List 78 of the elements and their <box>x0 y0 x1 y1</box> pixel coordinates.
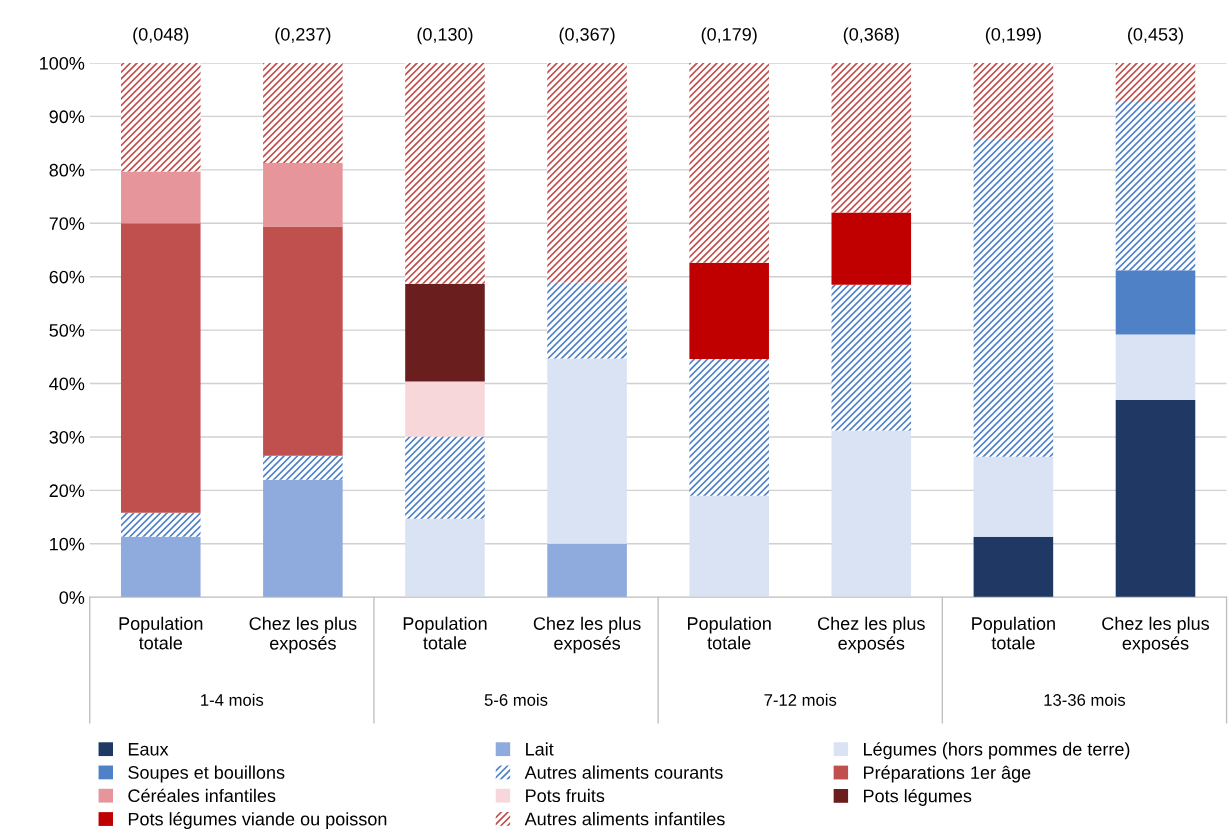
text: (0,048) <box>133 27 189 45</box>
y-tick-label: 40% <box>49 377 85 391</box>
x-tick-label: Chez les plus exposés <box>818 616 925 654</box>
bar <box>1115 400 1196 598</box>
bar <box>405 518 485 598</box>
text: 7-12 mois <box>764 693 837 706</box>
bar <box>547 543 627 598</box>
bar <box>689 358 769 496</box>
legend-label: Céréales infantiles <box>128 788 276 803</box>
text: (0,367) <box>559 27 615 45</box>
text: (0,199) <box>985 27 1041 45</box>
legend-label: Eaux <box>128 743 169 756</box>
text: (0,179) <box>701 27 757 45</box>
bar <box>831 284 912 431</box>
bar <box>263 162 343 227</box>
text: 1-4 mois <box>201 693 264 706</box>
legend-label: Légumes (hors pommes de terre) <box>864 742 1130 760</box>
bar <box>1115 334 1196 401</box>
text: (0,368) <box>843 27 899 45</box>
bar <box>547 282 627 359</box>
x-tick-label: Chez les plus exposés <box>533 616 641 654</box>
bar <box>973 536 1054 598</box>
x-tick-label: Chez les plus exposés <box>249 616 357 654</box>
legend-label: Pots légumes viande ou poisson <box>128 812 387 830</box>
text: 13-36 mois <box>1044 693 1126 706</box>
text: (0,237) <box>275 27 331 45</box>
bar <box>1115 100 1196 271</box>
y-tick-label: 10% <box>50 537 85 551</box>
bar <box>263 455 343 480</box>
bar <box>405 381 485 437</box>
x-tick-label: Chez les plus exposés <box>1102 616 1210 654</box>
bar <box>547 358 627 544</box>
bar <box>263 479 343 598</box>
bar <box>831 430 912 598</box>
y-tick-label: 20% <box>49 484 85 498</box>
bar <box>120 536 201 598</box>
bar <box>689 495 769 598</box>
bar <box>831 63 912 213</box>
bar <box>689 262 769 359</box>
bar <box>405 436 485 519</box>
legend-label: Pots fruits <box>526 788 605 803</box>
bar <box>263 63 343 163</box>
text: (0,453) <box>1128 27 1183 45</box>
bar <box>120 171 201 224</box>
legend-label: Autres aliments infantiles <box>524 812 725 826</box>
x-tick-label: Population totale <box>119 616 203 650</box>
bar <box>263 226 343 456</box>
y-tick-label: 100% <box>40 56 85 70</box>
y-tick-label: 60% <box>49 270 85 284</box>
text: 5-6 mois <box>484 693 548 706</box>
y-tick-label: 30% <box>49 430 85 444</box>
x-tick-label: Population totale <box>972 616 1055 650</box>
x-tick-label: Population totale <box>688 616 771 650</box>
bar <box>689 63 769 263</box>
bar <box>120 512 201 537</box>
bar <box>973 456 1054 537</box>
bar <box>1115 63 1196 101</box>
bar <box>973 138 1054 457</box>
legend-label: Autres aliments courants <box>524 765 723 779</box>
bar <box>405 283 485 382</box>
x-tick-label: Population totale <box>403 616 487 650</box>
y-tick-label: 0% <box>59 591 85 604</box>
y-tick-label: 50% <box>49 324 85 337</box>
legend-label: Préparations 1er âge <box>864 765 1031 783</box>
bar <box>120 63 201 172</box>
bar <box>831 212 912 285</box>
legend-label: Pots légumes <box>864 788 972 806</box>
y-tick-label: 80% <box>49 163 85 177</box>
text: (0,130) <box>417 27 473 45</box>
legend-label: Lait <box>526 742 554 756</box>
bar <box>973 63 1054 139</box>
bar <box>1115 270 1196 335</box>
legend-label: Soupes et bouillons <box>128 765 285 783</box>
bar <box>405 63 485 284</box>
y-tick-label: 90% <box>49 110 85 124</box>
bar <box>547 63 627 283</box>
y-tick-label: 70% <box>49 217 85 230</box>
bar <box>120 223 201 513</box>
